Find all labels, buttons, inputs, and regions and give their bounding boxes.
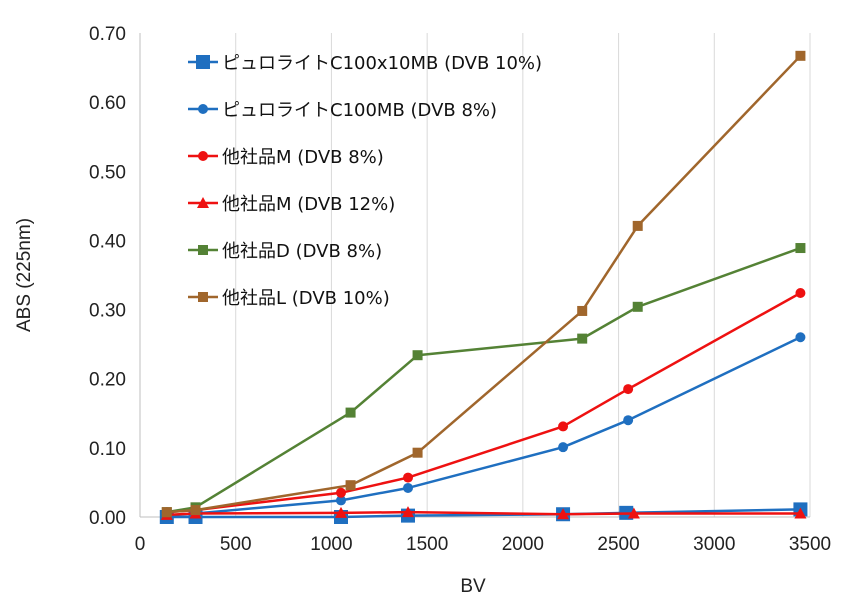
data-point [345,480,356,491]
x-tick-label: 500 [220,534,252,555]
data-point [623,415,634,426]
x-tick-label: 1500 [406,534,448,555]
y-tick-label: 0.50 [89,162,126,183]
series-6 [161,50,806,518]
data-point [402,506,414,518]
data-point [794,507,807,519]
legend-label: 他社品L (DVB 10%) [222,288,390,309]
data-point [412,350,423,361]
legend-item: 他社品M (DVB 12%) [188,194,395,215]
data-point [632,220,643,231]
series-line [166,336,801,517]
data-point [161,507,172,518]
x-tick-label: 3000 [693,534,735,555]
data-point [558,421,569,432]
data-point [336,495,346,506]
data-point [190,505,201,516]
legend-item: 他社品M (DVB 8%) [188,147,384,168]
data-point [577,333,588,344]
legend-item: ピュロライトC100x10MB (DVB 10%) [188,53,542,74]
x-tick-label: 2000 [502,534,544,555]
y-tick-label: 0.70 [89,24,126,45]
axes: 0 500 1000 1500 2000 2500 3000 3500 0.00 0.10 0.20… [89,24,831,555]
x-tick-label: 3500 [789,534,831,555]
legend-marker [198,151,208,161]
x-axis-title: BV [460,576,486,597]
series-line [166,54,802,514]
data-point [558,442,569,453]
x-tick-label: 1000 [310,534,352,555]
data-point [336,487,346,498]
legend-marker [198,245,208,255]
legend-marker [198,292,208,302]
legend-marker [196,55,210,69]
legend-marker [197,197,209,208]
legend-item: 他社品D (DVB 8%) [188,241,382,262]
data-point [412,447,423,458]
legend-label: ピュロライトC100MB (DVB 8%) [222,100,497,121]
x-tick-label: 0 [135,534,146,555]
data-point [795,287,806,298]
data-point [623,384,634,395]
y-tick-label: 0.60 [89,93,126,114]
gridlines [235,33,811,517]
y-tick-label: 0.10 [89,439,126,460]
data-point [577,305,588,316]
legend-marker [198,104,208,114]
y-tick-label: 0.00 [89,508,126,529]
legend-label: 他社品D (DVB 8%) [222,241,382,262]
y-tick-label: 0.40 [89,231,126,252]
legend-label: ピュロライトC100x10MB (DVB 10%) [222,53,542,74]
data-point [403,482,413,493]
data-point [632,301,643,312]
y-axis-title: ABS (225nm) [14,218,35,332]
series-line [166,291,802,514]
legend-item: 他社品L (DVB 10%) [188,288,390,309]
y-tick-label: 0.30 [89,301,126,322]
x-tick-label: 2500 [597,534,639,555]
data-point [403,472,413,483]
legend: ピュロライトC100x10MB (DVB 10%) ピュロライトC100MB (D… [188,53,542,309]
series-2 [161,332,806,521]
data-point [557,508,570,520]
data-point [795,243,806,254]
data-point [795,332,806,343]
y-tick-label: 0.20 [89,370,126,391]
data-point [795,50,806,61]
series-3 [161,287,806,518]
data-point [335,506,347,518]
legend-label: 他社品M (DVB 8%) [222,147,384,168]
data-point [627,507,640,519]
data-point [345,407,356,418]
legend-label: 他社品M (DVB 12%) [222,194,395,215]
series-group [159,50,808,524]
legend-item: ピュロライトC100MB (DVB 8%) [188,100,497,121]
